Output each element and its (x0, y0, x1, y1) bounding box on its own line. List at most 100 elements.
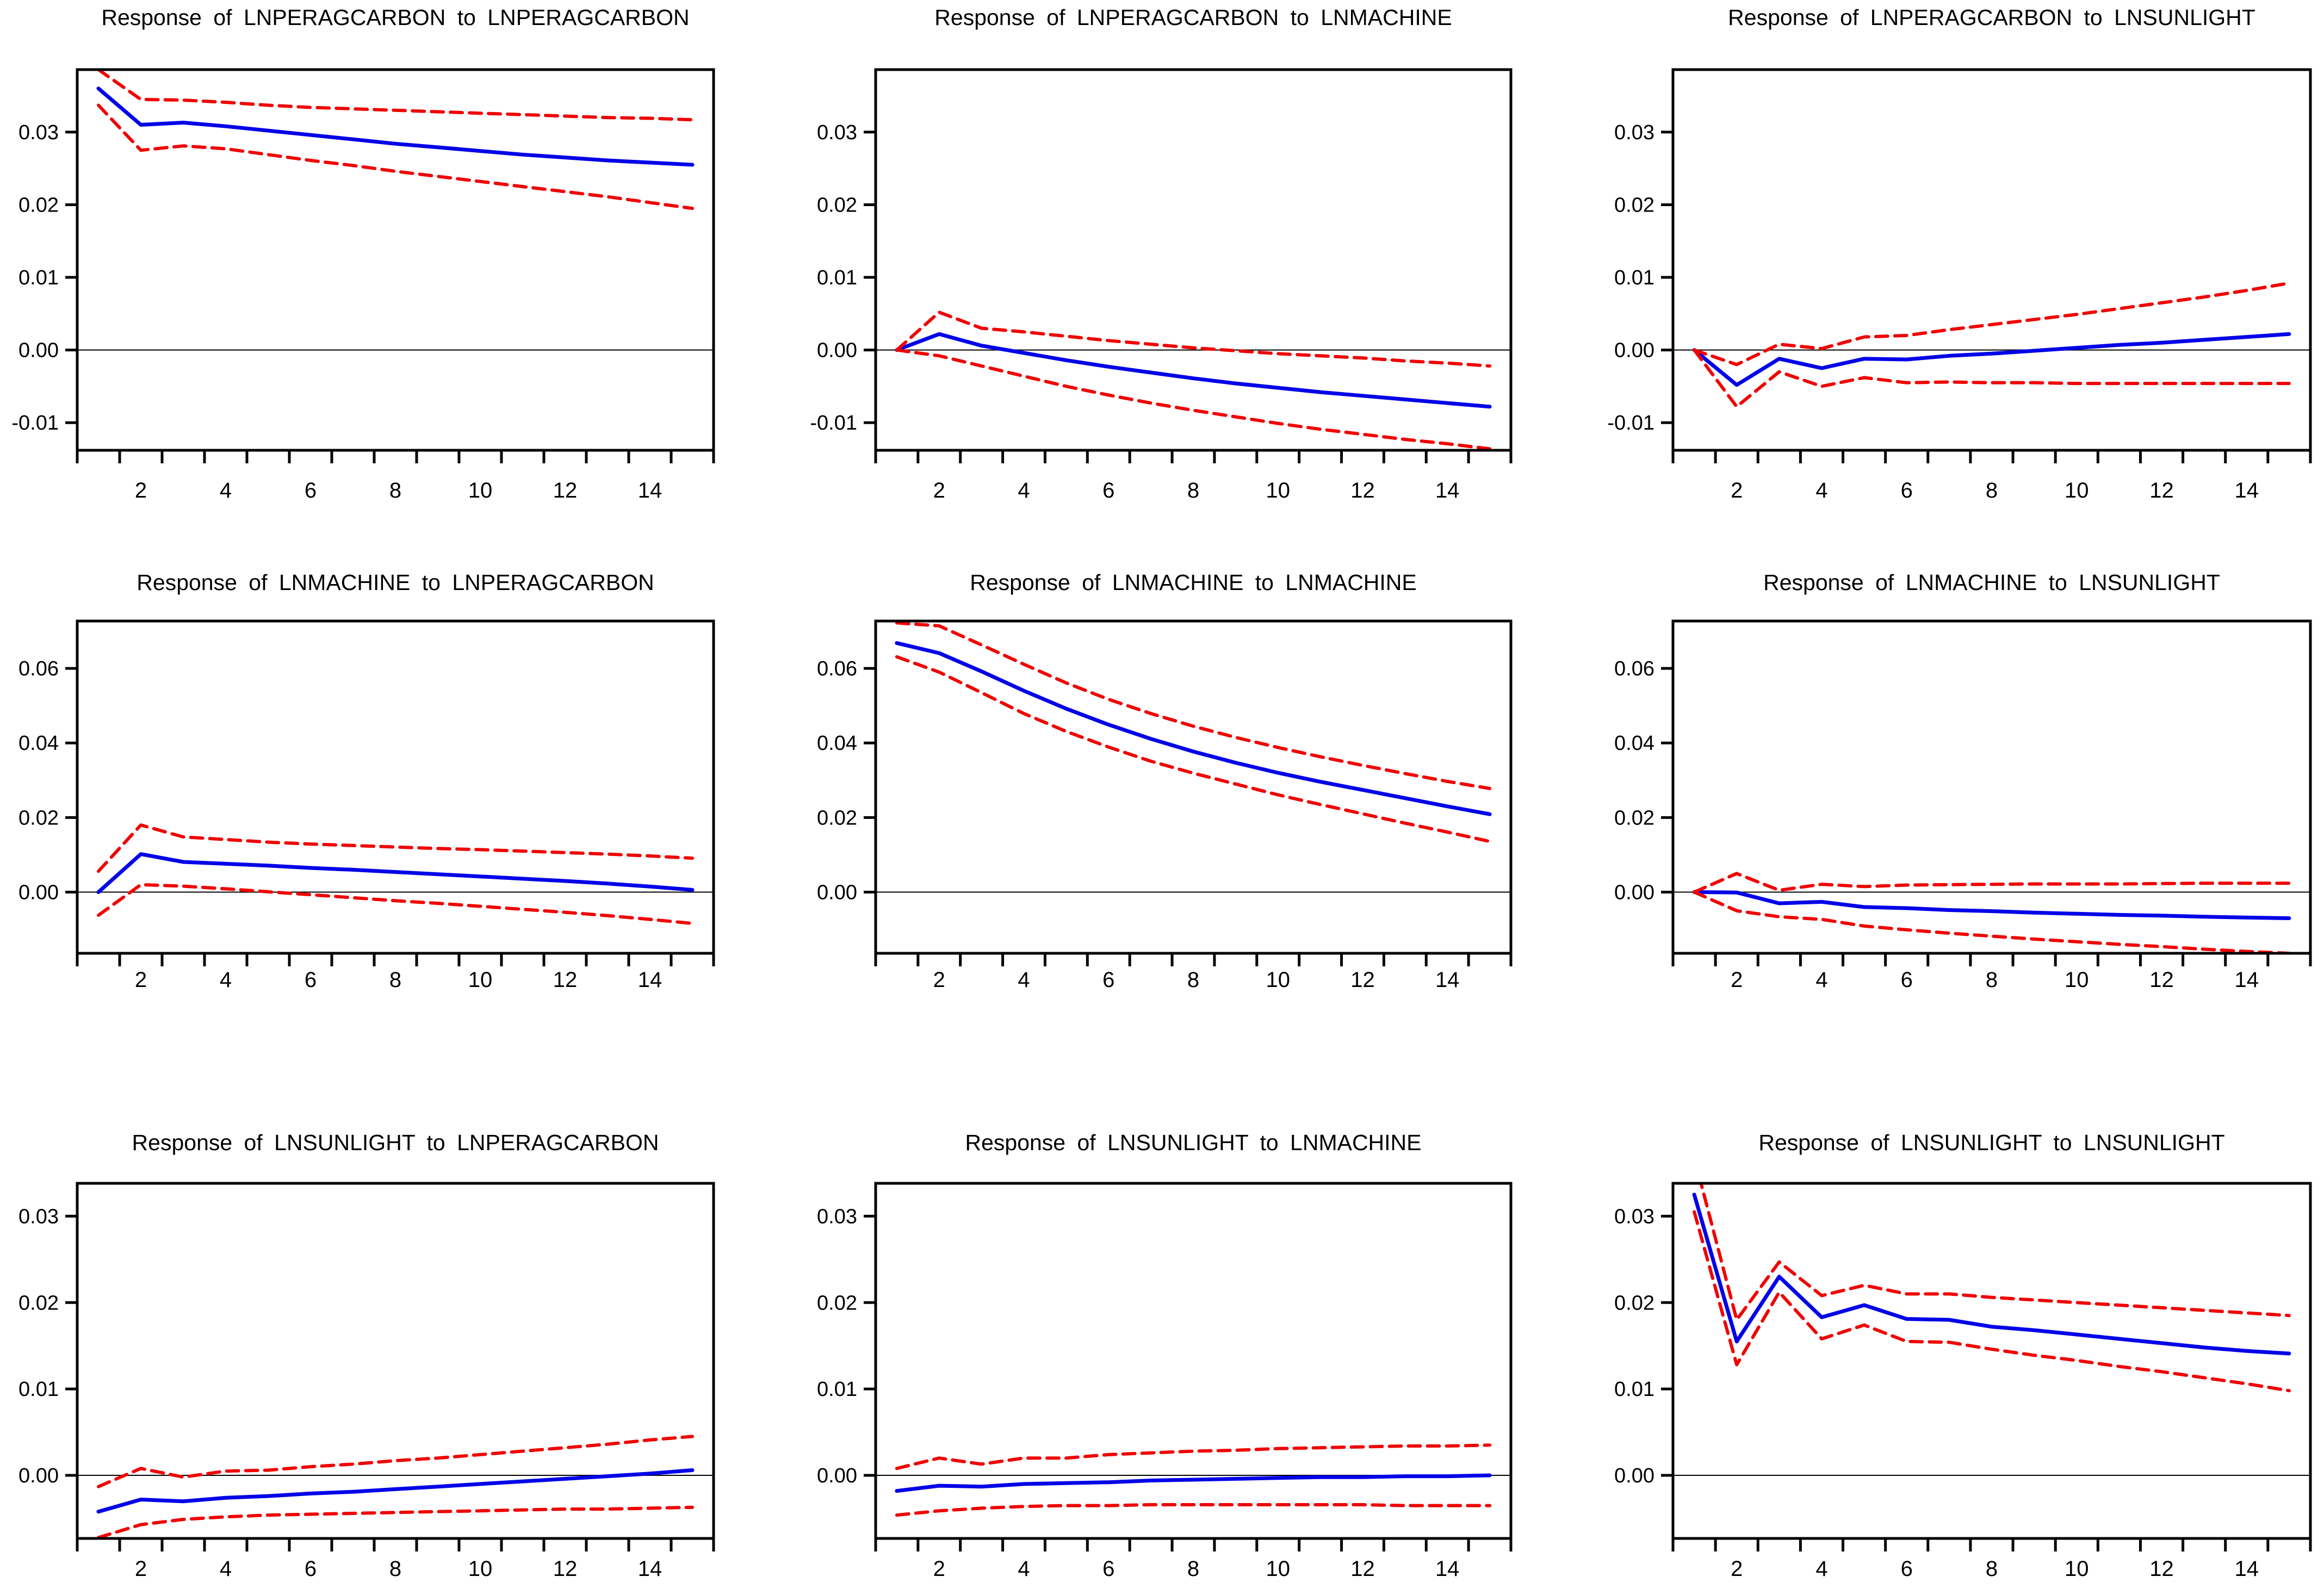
irf-panel: Response of LNSUNLIGHT to LNPERAGCARBON 0… (18, 1130, 715, 1581)
response-line (895, 1473, 1492, 1493)
x-tick-label: 2 (933, 968, 945, 992)
x-tick-label: 8 (1986, 968, 1998, 992)
y-tick-label: 0.01 (817, 266, 857, 289)
x-tick-label: 6 (1102, 968, 1114, 992)
lower-confidence-band (895, 1503, 1492, 1517)
x-tick-label: 10 (468, 1557, 493, 1581)
lower-confidence-band (97, 883, 694, 926)
y-tick-label: -0.01 (1607, 412, 1654, 435)
x-tick-label: 14 (638, 479, 662, 502)
x-tick-label: 12 (1350, 968, 1375, 992)
response-line (1692, 890, 2291, 920)
x-tick-label: 4 (1018, 968, 1030, 992)
irf-panel: Response of LNPERAGCARBON to LNPERAGCARB… (11, 5, 715, 502)
plot-frame (874, 68, 1513, 452)
y-tick-label: 0.00 (1614, 1464, 1654, 1487)
y-tick-label: 0.02 (18, 194, 59, 216)
x-tick-label: 12 (1350, 1557, 1375, 1581)
y-tick-label: -0.01 (11, 412, 59, 435)
irf-panel: Response of LNPERAGCARBON to LNMACHINE 0.… (810, 5, 1513, 502)
y-tick-label: 0.00 (1614, 882, 1654, 904)
x-tick-label: 8 (1187, 968, 1199, 992)
x-tick-label: 6 (1901, 968, 1913, 992)
x-tick-label: 14 (638, 1557, 662, 1581)
x-tick-label: 14 (2235, 479, 2259, 502)
x-tick-label: 4 (1815, 968, 1827, 992)
x-tick-label: 2 (135, 1557, 147, 1581)
panel-title: Response of LNSUNLIGHT to LNSUNLIGHT (1758, 1130, 2224, 1155)
x-tick-label: 14 (2235, 968, 2259, 992)
panel-title: Response of LNMACHINE to LNSUNLIGHT (1763, 570, 2220, 595)
y-tick-label: 0.01 (18, 266, 59, 289)
panel-title: Response of LNMACHINE to LNPERAGCARBON (137, 570, 654, 595)
plot-frame (76, 68, 715, 452)
x-tick-label: 10 (1266, 968, 1290, 992)
plot-frame (1671, 68, 2312, 452)
y-tick-label: 0.02 (18, 806, 59, 829)
y-tick-label: 0.06 (1614, 657, 1654, 680)
x-tick-label: 12 (2149, 479, 2174, 502)
x-tick-label: 4 (220, 1557, 232, 1581)
x-tick-label: 6 (1102, 479, 1114, 502)
response-line (895, 332, 1492, 409)
response-line (1692, 1193, 2291, 1356)
y-tick-label: 0.03 (18, 121, 59, 144)
irf-panel: Response of LNMACHINE to LNMACHINE 0.06 0.… (817, 570, 1513, 992)
upper-confidence-band (97, 1435, 694, 1488)
plot-frame (76, 1182, 715, 1540)
x-tick-label: 14 (1435, 968, 1460, 992)
x-tick-label: 6 (305, 1557, 317, 1581)
panel-title: Response of LNSUNLIGHT to LNPERAGCARBON (132, 1130, 659, 1155)
x-tick-label: 12 (2149, 968, 2174, 992)
y-tick-label: 0.02 (1614, 1292, 1654, 1314)
y-tick-label: 0.02 (18, 1292, 59, 1314)
x-tick-label: 8 (389, 479, 401, 502)
upper-confidence-band (1693, 872, 2291, 894)
y-tick-label: 0.04 (1614, 732, 1654, 755)
lower-confidence-band (97, 103, 694, 210)
x-tick-label: 8 (1187, 479, 1199, 502)
x-tick-label: 14 (638, 968, 662, 992)
x-tick-label: 14 (1435, 1557, 1460, 1581)
panel-title: Response of LNPERAGCARBON to LNMACHINE (934, 5, 1452, 30)
irf-panel: Response of LNSUNLIGHT to LNMACHINE 0.03 0… (817, 1130, 1513, 1581)
irf-panel: Response of LNMACHINE to LNSUNLIGHT 0.06 0… (1614, 570, 2312, 992)
x-tick-label: 8 (389, 1557, 401, 1581)
y-tick-label: 0.03 (18, 1205, 59, 1228)
x-tick-label: 4 (1018, 479, 1030, 502)
x-tick-label: 12 (1350, 479, 1375, 502)
x-tick-label: 6 (1901, 1557, 1913, 1581)
x-tick-label: 2 (1731, 1557, 1743, 1581)
x-tick-label: 10 (2065, 479, 2089, 502)
upper-confidence-band (895, 311, 1492, 368)
x-tick-label: 14 (1435, 479, 1460, 502)
x-tick-label: 6 (305, 479, 317, 502)
lower-confidence-band (97, 1505, 694, 1538)
x-tick-label: 10 (2065, 1557, 2089, 1581)
y-tick-label: 0.01 (1614, 266, 1654, 289)
x-tick-label: 2 (933, 1557, 945, 1581)
y-tick-label: 0.04 (18, 732, 59, 755)
response-line (96, 1468, 695, 1514)
x-tick-label: 6 (1102, 1557, 1114, 1581)
y-tick-label: 0.00 (18, 339, 59, 362)
x-tick-label: 12 (553, 479, 578, 502)
panel-title: Response of LNPERAGCARBON to LNPERAGCARB… (101, 5, 689, 30)
upper-confidence-band (895, 621, 1492, 790)
x-tick-label: 8 (389, 968, 401, 992)
x-tick-label: 10 (1266, 479, 1290, 502)
y-tick-label: 0.03 (1614, 121, 1654, 144)
response-line (96, 852, 695, 894)
plot-frame (1671, 619, 2312, 955)
y-tick-label: 0.02 (1614, 194, 1654, 216)
y-tick-label: 0.04 (817, 732, 857, 755)
x-tick-label: 4 (1815, 479, 1827, 502)
x-tick-label: 4 (220, 968, 232, 992)
panel-title: Response of LNSUNLIGHT to LNMACHINE (965, 1130, 1421, 1155)
response-line (1692, 332, 2291, 387)
x-tick-label: 2 (933, 479, 945, 502)
irf-panel: Response of LNSUNLIGHT to LNSUNLIGHT 0.03… (1614, 1130, 2312, 1581)
x-tick-label: 12 (553, 1557, 578, 1581)
x-tick-label: 2 (1731, 968, 1743, 992)
